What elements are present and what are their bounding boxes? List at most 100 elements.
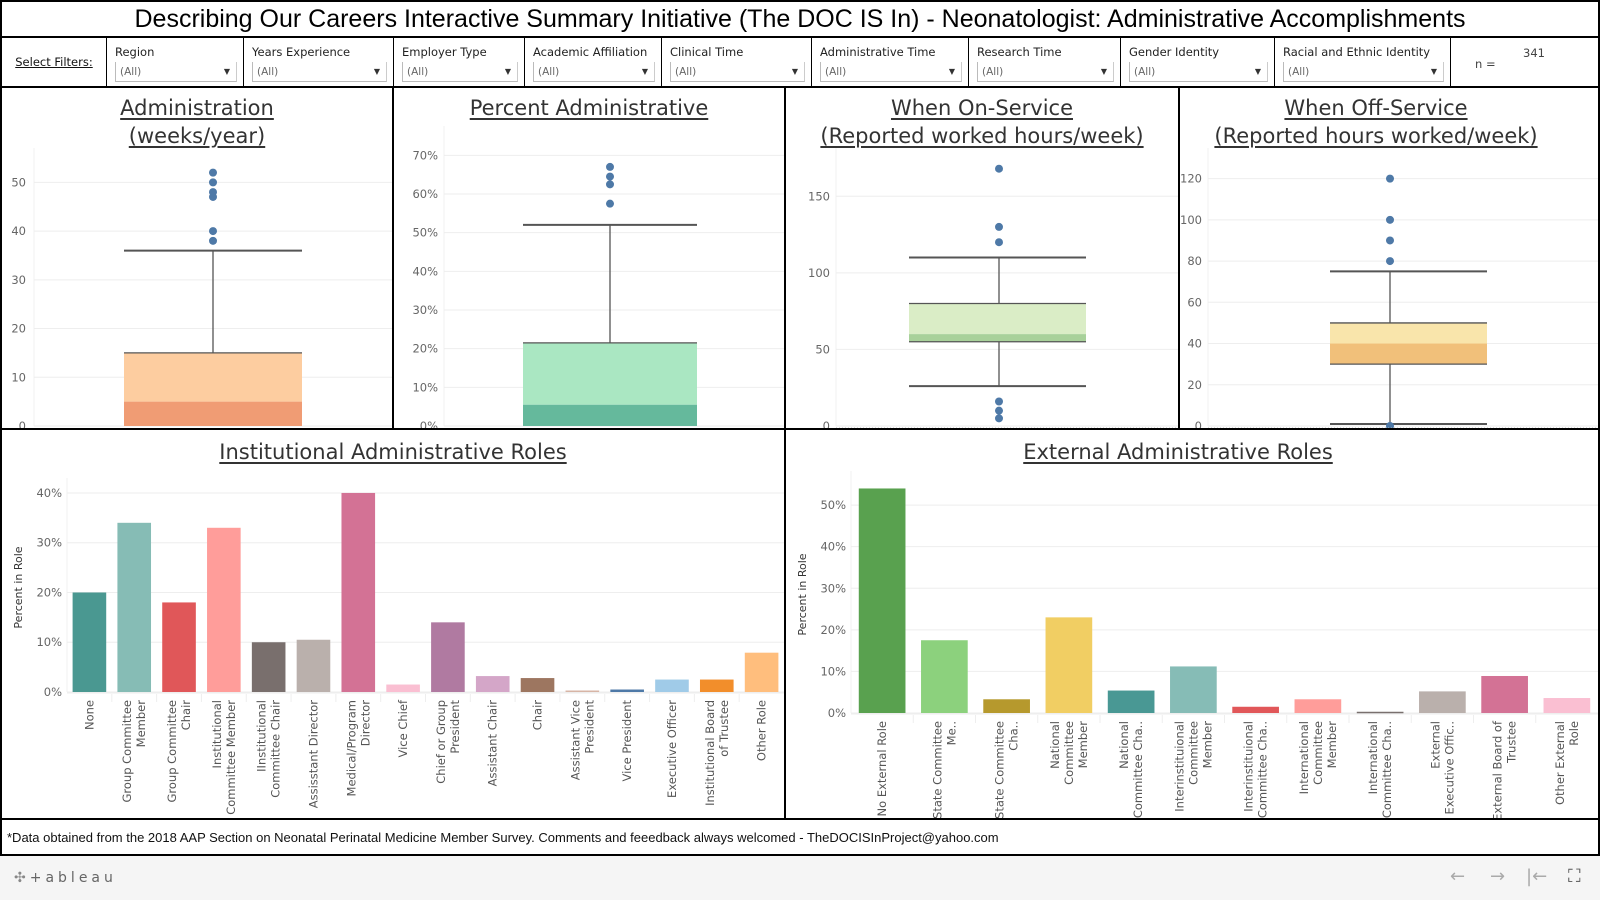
filter-clinical-time[interactable]: Clinical Time (All) ▼ xyxy=(662,38,812,86)
bar xyxy=(1107,690,1155,713)
box-plot-on-service-hours[interactable]: 0 50 100 150 xyxy=(786,88,1180,430)
panel-title: External Administrative Roles xyxy=(1023,440,1333,464)
chevron-down-icon: ▼ xyxy=(641,67,648,76)
filter-dropdown[interactable]: (All) ▼ xyxy=(670,62,805,82)
x-tick-label: of Trustee xyxy=(717,700,731,757)
panel-administration-weeks: Administration (weeks/year) 0 10 20 30 40 50 xyxy=(0,86,394,430)
chevron-down-icon: ▼ xyxy=(948,67,955,76)
x-tick-label: Interinstituional xyxy=(1242,721,1256,812)
filter-dropdown[interactable]: (All) ▼ xyxy=(1129,62,1268,82)
x-tick-label: State Committee xyxy=(993,721,1007,819)
bar xyxy=(1356,711,1404,714)
y-axis-title: Percent in Role xyxy=(12,546,25,628)
panel-external-roles: External Administrative Roles Percent in… xyxy=(784,428,1600,820)
x-tick-label: Trustee xyxy=(1505,721,1519,764)
outlier-point xyxy=(209,227,217,236)
bar xyxy=(1232,706,1279,713)
filter-research-time[interactable]: Research Time (All) ▼ xyxy=(969,38,1121,86)
outlier-point xyxy=(209,188,217,197)
x-tick-label: Committee xyxy=(1186,721,1200,785)
filter-academic-affiliation[interactable]: Academic Affiliation (All) ▼ xyxy=(525,38,662,86)
x-tick-label: External Board of xyxy=(1491,720,1505,820)
x-tick-label: Other External xyxy=(1553,721,1567,805)
x-tick-label: International xyxy=(1297,721,1311,794)
x-tick-label: State Committee xyxy=(930,721,944,819)
y-axis-title: Percent in Role xyxy=(796,553,809,635)
tableau-toolbar: ✣ +ableau ← → |← ⛶ xyxy=(0,856,1600,900)
y-tick-label: 0 xyxy=(823,419,830,430)
filter-bar: Select Filters: Region (All) ▼ Years Expe… xyxy=(0,36,1600,88)
box-plot-off-service-hours[interactable]: 0 20 40 60 80 100 120 xyxy=(1180,88,1600,430)
outlier-point xyxy=(209,178,217,187)
outlier-point xyxy=(606,180,614,189)
chevron-down-icon: ▼ xyxy=(504,67,511,76)
y-tick-label: 30% xyxy=(412,303,438,317)
tableau-logo[interactable]: ✣ +ableau xyxy=(14,870,117,886)
bar-chart-external-roles[interactable]: Percent in Role 0% 10% 20% 30% 40% 50% No Exter… xyxy=(786,430,1600,820)
y-tick-label: 40 xyxy=(1187,337,1202,351)
y-tick-label: 30% xyxy=(36,536,62,550)
y-tick-label: 30% xyxy=(820,581,846,595)
outlier-point xyxy=(606,172,614,181)
box-plot-percent-administrative[interactable]: 0% 10% 20% 30% 40% 50% 60% 70% xyxy=(394,88,786,430)
bar xyxy=(386,684,420,692)
panel-title: When On-Service (Reported worked hours/w… xyxy=(820,96,1144,148)
bar xyxy=(207,527,241,692)
filter-name: Administrative Time xyxy=(820,45,936,59)
box-upper-quartile xyxy=(909,303,1086,335)
filter-dropdown[interactable]: (All) ▼ xyxy=(115,62,237,82)
y-tick-label: 40 xyxy=(11,224,26,238)
x-tick-label: Chair xyxy=(179,700,193,731)
fullscreen-icon[interactable]: ⛶ xyxy=(1568,866,1581,887)
filter-dropdown[interactable]: (All) ▼ xyxy=(402,62,518,82)
box-lower-quartile xyxy=(124,401,302,426)
bar xyxy=(610,689,644,692)
undo-back-icon[interactable]: ← xyxy=(1450,866,1466,887)
filter-dropdown[interactable]: (All) ▼ xyxy=(252,62,387,82)
bar-chart-institutional-roles[interactable]: Percent in Role 0% 10% 20% 30% 40% None Group C… xyxy=(2,430,786,820)
bar xyxy=(1294,699,1342,713)
x-tick-label: Committee xyxy=(1311,721,1325,785)
y-tick-label: 10 xyxy=(11,370,26,384)
y-tick-label: 20% xyxy=(820,623,846,637)
outlier-point xyxy=(995,222,1003,231)
x-tick-label: Institutional xyxy=(210,700,224,768)
filter-gender-identity[interactable]: Gender Identity (All) ▼ xyxy=(1121,38,1275,86)
filter-region[interactable]: Region (All) ▼ xyxy=(107,38,244,86)
filter-racial-ethnic-identity[interactable]: Racial and Ethnic Identity (All) ▼ xyxy=(1275,38,1451,86)
x-tick-label: No External Role xyxy=(875,721,889,816)
y-tick-label: 100 xyxy=(808,266,830,280)
y-tick-label: 70% xyxy=(412,148,438,162)
x-tick-label: Executive Officer xyxy=(665,700,679,798)
panel-title: Administration (weeks/year) xyxy=(120,96,274,148)
panel-title: Percent Administrative xyxy=(469,96,709,120)
y-tick-label: 60% xyxy=(412,187,438,201)
bar xyxy=(72,592,107,692)
filter-value: (All) xyxy=(1288,65,1310,78)
redo-forward-icon[interactable]: → xyxy=(1490,866,1506,887)
box-plot-administration-weeks[interactable]: 0 10 20 30 40 50 xyxy=(2,88,394,430)
outlier-point xyxy=(1386,257,1394,266)
box-lower-quartile xyxy=(909,334,1086,342)
x-tick-label: Interinstituional xyxy=(1172,721,1186,812)
filter-years-experience[interactable]: Years Experience (All) ▼ xyxy=(244,38,394,86)
filter-dropdown[interactable]: (All) ▼ xyxy=(533,62,655,82)
revert-first-icon[interactable]: |← xyxy=(1526,866,1548,887)
filter-dropdown[interactable]: (All) ▼ xyxy=(820,62,962,82)
filter-administrative-time[interactable]: Administrative Time (All) ▼ xyxy=(812,38,969,86)
box-lower-quartile xyxy=(523,404,697,426)
filter-value: (All) xyxy=(1134,65,1156,78)
x-tick-label: President xyxy=(582,700,596,754)
x-tick-label: Group Committee xyxy=(120,700,134,803)
box-upper-quartile xyxy=(124,352,302,402)
y-tick-label: 60 xyxy=(1187,295,1202,309)
filter-dropdown[interactable]: (All) ▼ xyxy=(1283,62,1444,82)
panel-percent-administrative: Percent Administrative 0% 10% 20% 30% 40% 50%… xyxy=(392,86,786,430)
filter-dropdown[interactable]: (All) ▼ xyxy=(977,62,1114,82)
footer-text: *Data obtained from the 2018 AAP Section… xyxy=(7,829,999,845)
x-tick-label: Committee xyxy=(1062,721,1076,785)
filter-employer-type[interactable]: Employer Type (All) ▼ xyxy=(394,38,525,86)
outlier-point xyxy=(209,168,217,177)
box-upper-quartile xyxy=(523,342,697,405)
bar xyxy=(341,492,376,692)
